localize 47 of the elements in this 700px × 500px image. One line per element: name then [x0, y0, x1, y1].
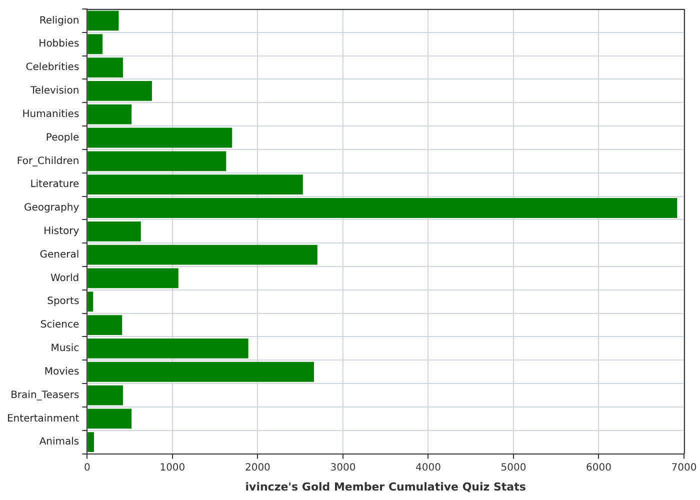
bar: [88, 432, 94, 452]
bar: [88, 268, 178, 288]
bar: [88, 292, 94, 312]
bar: [88, 151, 226, 172]
y-tick-label: Television: [30, 86, 80, 97]
bar: [88, 104, 132, 124]
x-axis-title: ivincze's Gold Member Cumulative Quiz Stats: [245, 480, 526, 494]
y-tick-label: People: [46, 132, 80, 144]
bar: [88, 10, 119, 31]
y-tick-label: Hobbies: [38, 38, 80, 50]
y-tick-label: Brain_Teasers: [10, 390, 80, 401]
y-tick-label: For_Children: [16, 156, 80, 167]
bar: [88, 174, 303, 195]
x-tick-label: 5000: [500, 462, 526, 474]
x-tick-label: 3000: [330, 462, 356, 474]
bar: [88, 338, 248, 358]
y-tick-label: Geography: [24, 202, 80, 214]
bar: [88, 80, 152, 101]
x-tick-label: 4000: [415, 462, 441, 474]
y-tick-label: Sports: [47, 296, 80, 308]
bar: [88, 244, 318, 265]
y-tick-label: World: [50, 272, 80, 284]
y-tick-label: Movies: [44, 366, 80, 378]
x-tick-label: 2000: [244, 462, 270, 474]
y-tick-label: Celebrities: [26, 62, 80, 74]
x-tick-label: 0: [84, 462, 90, 474]
bar: [88, 221, 141, 242]
y-tick-label: Entertainment: [6, 413, 80, 424]
x-tick-label: 6000: [586, 462, 612, 474]
y-tick-label: Literature: [30, 179, 80, 190]
x-tick-label: 7000: [671, 462, 697, 474]
x-tick-label: 1000: [160, 462, 186, 474]
y-tick-label: Religion: [39, 15, 80, 26]
y-tick-label: History: [44, 226, 80, 237]
bar: [88, 58, 123, 78]
bar: [88, 198, 678, 218]
bar: [88, 408, 132, 429]
bar: [88, 128, 232, 148]
y-tick-label: Animals: [39, 436, 80, 448]
y-tick-label: Science: [40, 320, 80, 331]
bar: [88, 34, 103, 54]
bar: [88, 385, 123, 406]
y-tick-label: Humanities: [22, 108, 80, 120]
bar: [88, 315, 122, 335]
y-tick-label: Music: [50, 343, 80, 354]
bar: [88, 362, 314, 382]
y-tick-label: General: [40, 249, 80, 260]
